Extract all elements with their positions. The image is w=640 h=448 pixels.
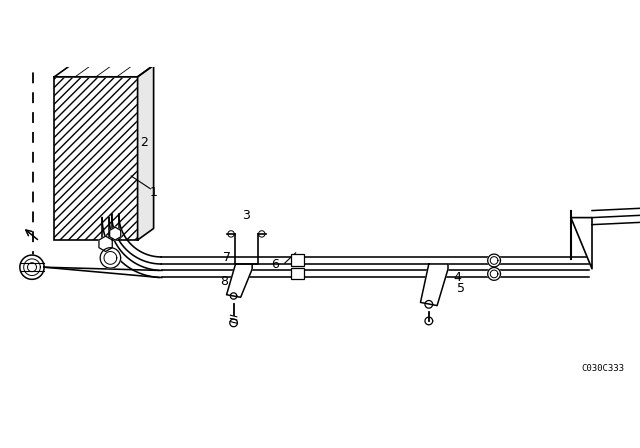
Polygon shape [100,248,120,268]
Text: 4: 4 [454,271,461,284]
Polygon shape [109,227,121,240]
Text: 7: 7 [223,251,231,264]
Polygon shape [20,255,44,280]
Text: 8: 8 [220,275,228,288]
Polygon shape [571,218,592,269]
Text: 2: 2 [140,136,148,149]
Text: 1: 1 [150,185,157,198]
Text: 3: 3 [243,209,250,222]
Bar [291,254,304,266]
Bar [54,77,138,240]
Polygon shape [99,236,112,251]
Polygon shape [227,264,252,297]
Polygon shape [54,65,154,77]
Text: 6: 6 [271,258,279,271]
Polygon shape [488,254,500,267]
Bar [291,268,304,280]
Polygon shape [488,267,500,280]
Polygon shape [420,264,448,306]
Text: 5: 5 [457,281,465,294]
Text: C030C333: C030C333 [581,364,624,373]
Polygon shape [138,65,154,240]
